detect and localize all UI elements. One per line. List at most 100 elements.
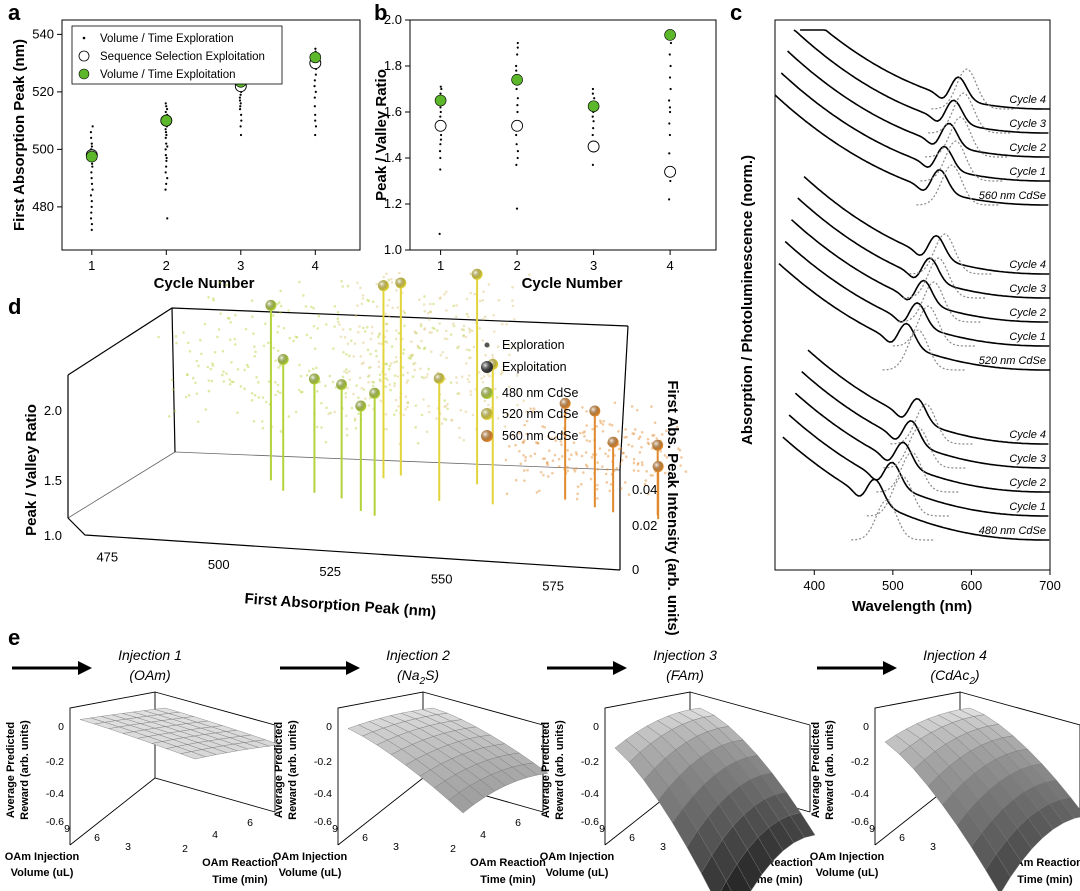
c-photoluminescence-curve [920,140,1003,182]
d-exploration-point [374,349,378,353]
d-exploration-point [508,353,511,357]
d-exploration-point [500,322,504,326]
d-exploration-point [278,391,282,395]
d-exploration-point [450,419,454,422]
d-exploration-point [236,367,240,371]
d-exploration-point [239,385,243,388]
d-exploration-point [411,375,415,378]
a-exploration-point [91,125,94,128]
d-exploration-point [302,294,305,297]
c-photoluminescence-curve [928,92,1011,134]
c-curve-label: Cycle 2 [1009,477,1046,489]
d-exploration-point [333,325,336,328]
e-xtick-label: 6 [629,832,635,844]
d-exploration-point [255,375,258,379]
d-exploration-point [414,404,418,407]
d-exploration-point [428,302,432,306]
d-exploration-point [203,322,207,326]
d-exploration-point [356,330,360,334]
d-exploration-point [276,349,280,353]
d-exploration-point [358,376,362,380]
d-exploration-point [684,470,688,473]
b-volume-exploitation-point [587,100,600,113]
d-exploration-point [279,304,283,308]
e-top-back-edge [959,691,1080,726]
d-exploration-point [402,413,406,417]
legend-exploration-marker [82,36,86,40]
d-exploration-point [336,317,340,320]
d-exploration-point [605,481,609,484]
e-xtick-label: 3 [660,841,666,853]
d-exploitation-highlight [308,373,320,385]
c-curve-label: Cycle 4 [1009,429,1046,441]
d-exploration-point [393,382,397,385]
c-photoluminescence-curve [876,451,959,493]
d-exploration-point [344,414,348,418]
c-curve-label: Cycle 4 [1009,94,1046,106]
d-exploration-point [546,463,549,467]
d-exploration-point [274,393,277,397]
d-exploration-point [226,316,230,320]
d-exploration-point [678,448,682,452]
d-exploration-point [522,454,525,457]
d-exploration-point [445,356,448,360]
d-exploration-point [403,311,407,315]
e-zlabel-line1: Average Predicted [810,722,822,818]
d-exploration-point [353,342,357,345]
legend-520-label: 520 nm CdSe [502,407,578,421]
d-exploration-point [294,410,298,414]
d-exploration-point [186,341,190,345]
d-exploration-point [526,468,529,472]
b-exploration-point [516,53,519,56]
d-exploration-point [422,376,426,380]
d-exploration-point [647,492,650,496]
d-exploration-point [617,430,620,433]
panel-a-frame [61,19,361,251]
d-exploration-point [316,327,319,330]
a-volume-exploitation-point [86,150,98,163]
e-ylabel-line1: OAm Reaction [1007,857,1080,869]
d-exploration-point [211,297,215,300]
d-exploration-point [426,311,430,315]
d-exploration-point [529,407,532,410]
d-exploration-point [345,352,348,356]
a-exploration-point [314,113,317,116]
d-exploration-point [496,417,500,420]
d-exploration-point [210,379,214,383]
c-photoluminescence-curve [882,329,966,371]
d-exploration-point [426,373,429,376]
d-exploration-point [523,479,526,482]
b-exploration-point [668,110,672,114]
d-exploration-point [232,380,235,384]
d-exploration-point [415,331,418,335]
d-exploration-point [449,381,453,384]
d-exploration-point [529,454,533,458]
b-exploration-point [669,64,672,68]
d-exploration-point [414,331,418,334]
d-exploration-point [651,434,654,437]
d-exploration-point [394,398,398,402]
c-absorption-curve [803,176,1050,275]
d-exploration-point [621,451,625,455]
d-exploration-point [635,408,639,412]
d-exploration-point [250,399,254,402]
d-exploration-point [575,453,579,456]
d-exploration-point [439,353,443,357]
d-exploration-point [315,366,318,370]
e-zlabel-line1: Average Predicted [540,722,552,818]
d-exploration-point [377,341,381,345]
panel-c-xlabel: Wavelength (nm) [852,598,972,615]
d-exploration-point [630,405,634,408]
d-exploration-point [393,374,397,377]
e-ztick-label: -0.4 [314,788,332,800]
d-exploration-point [272,346,275,350]
d-exploration-point [455,304,458,307]
d-exploration-point [174,335,178,338]
d-exploration-point [459,408,463,412]
d-exploration-point [342,350,345,354]
e-zlabel-line2: Reward (arb. units) [554,720,566,820]
d-exploration-point [491,353,494,357]
d-exploration-point [680,456,683,459]
d-exploration-point [551,459,555,463]
